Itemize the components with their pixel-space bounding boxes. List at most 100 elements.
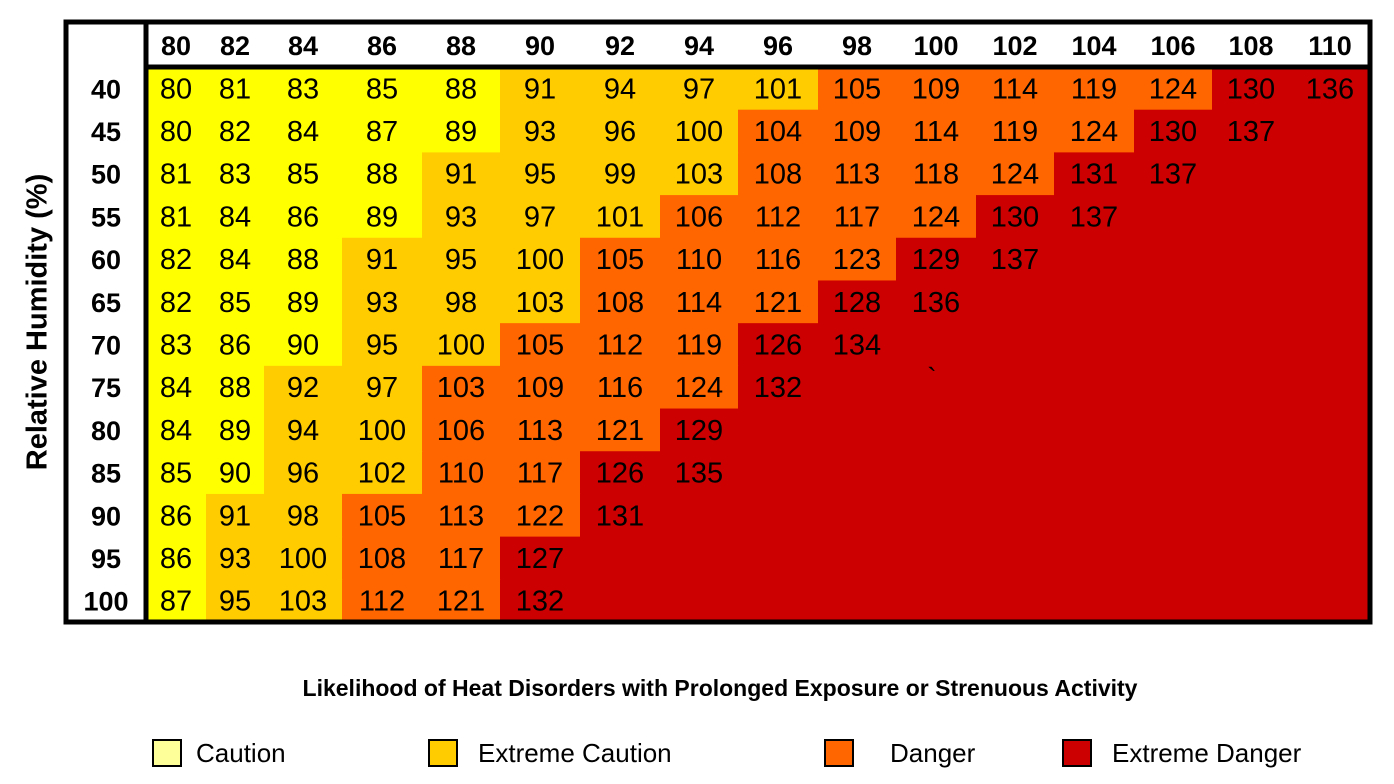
heat-index-value: 103 xyxy=(516,287,564,319)
heatmap-cell xyxy=(660,152,739,196)
heatmap-cell xyxy=(500,237,581,282)
heat-index-value: 117 xyxy=(834,201,880,233)
heatmap-cell xyxy=(1290,536,1371,580)
heat-index-value: 134 xyxy=(833,330,881,362)
heatmap-cell xyxy=(896,451,977,495)
heatmap-cell xyxy=(976,451,1055,495)
heat-index-value: 104 xyxy=(754,116,802,148)
heat-index-value: 103 xyxy=(675,159,723,191)
heat-index-value: 95 xyxy=(524,159,556,191)
heat-index-value: 84 xyxy=(219,244,251,276)
heat-index-value: 88 xyxy=(366,159,398,191)
chart-frame xyxy=(63,19,1373,625)
heatmap-cell xyxy=(342,323,423,367)
heatmap-cell xyxy=(1290,365,1371,410)
heatmap-cell xyxy=(818,451,897,495)
legend-item: Extreme Danger xyxy=(1062,735,1301,771)
heatmap-cell xyxy=(738,152,819,196)
heatmap-cell xyxy=(896,152,977,196)
heatmap-cell xyxy=(146,195,207,239)
heatmap-cell xyxy=(342,408,423,452)
heatmap-cell xyxy=(1212,152,1291,196)
heat-index-value: 124 xyxy=(675,372,723,404)
chart-subtitle: Likelihood of Heat Disorders with Prolon… xyxy=(302,675,1138,701)
heatmap-cell xyxy=(1212,365,1291,410)
heat-index-value: 100 xyxy=(437,330,485,362)
y-tick-label: 40 xyxy=(91,74,121,104)
heat-index-value: 119 xyxy=(992,116,1038,148)
heat-index-value: 85 xyxy=(219,287,251,319)
heat-index-value: 87 xyxy=(366,116,398,148)
heat-index-value: 105 xyxy=(516,330,564,362)
heatmap-cell xyxy=(896,280,977,324)
y-axis-label: Relative Humidity (%) xyxy=(22,174,54,471)
heatmap-cell xyxy=(422,109,501,153)
heat-index-value: 91 xyxy=(445,159,477,191)
heat-index-value: 98 xyxy=(445,287,477,319)
heatmap-cell xyxy=(422,493,501,538)
heat-index-value: 127 xyxy=(516,543,564,575)
heat-index-value: 83 xyxy=(219,159,251,191)
heatmap-cell xyxy=(342,67,423,111)
y-tick-label: 70 xyxy=(91,331,121,361)
heatmap-cell xyxy=(896,67,977,111)
heat-index-value: 114 xyxy=(913,116,959,148)
heat-index-value: 108 xyxy=(754,159,802,191)
heat-index-value: 89 xyxy=(287,287,319,319)
heat-index-value: 126 xyxy=(596,458,644,490)
heatmap-cell xyxy=(976,493,1055,538)
heatmap-cell xyxy=(146,323,207,367)
heat-index-value: 117 xyxy=(438,543,484,575)
heatmap-cell xyxy=(342,365,423,410)
heat-index-value: 92 xyxy=(287,372,319,404)
heatmap-cell xyxy=(264,67,343,111)
heat-index-value: 99 xyxy=(604,159,636,191)
heatmap-cell xyxy=(580,365,661,410)
heat-index-value: 121 xyxy=(437,586,485,618)
heatmap-cell xyxy=(500,451,581,495)
heatmap-cell xyxy=(660,195,739,239)
heatmap-cell xyxy=(206,451,265,495)
x-tick-label: 90 xyxy=(525,31,555,61)
heatmap-cell xyxy=(146,67,207,111)
heatmap-cell xyxy=(500,365,581,410)
heat-index-value: 130 xyxy=(1227,73,1275,105)
heatmap-cell xyxy=(422,536,501,580)
heatmap-cell xyxy=(500,493,581,538)
heatmap-cell xyxy=(1212,451,1291,495)
heat-index-value: 131 xyxy=(596,500,644,532)
heatmap-cell xyxy=(264,195,343,239)
heatmap-cell xyxy=(146,237,207,282)
heatmap-cell xyxy=(206,365,265,410)
y-tick-label: 45 xyxy=(91,117,121,147)
heatmap-cell xyxy=(818,237,897,282)
heat-index-value: 83 xyxy=(160,330,192,362)
heatmap-cell xyxy=(818,493,897,538)
heatmap-cell xyxy=(738,67,819,111)
heatmap-cell xyxy=(1290,67,1371,111)
heatmap-cell xyxy=(1134,451,1213,495)
heatmap-cell xyxy=(976,67,1055,111)
heat-index-value: 87 xyxy=(160,586,192,618)
heatmap-cell xyxy=(976,365,1055,410)
heatmap-cell xyxy=(1134,280,1213,324)
y-tick-label: 55 xyxy=(91,202,121,232)
heatmap-cell xyxy=(206,323,265,367)
heatmap-cell xyxy=(660,365,739,410)
heatmap-cell xyxy=(1054,67,1135,111)
heatmap-cell xyxy=(422,408,501,452)
heat-index-value: 86 xyxy=(160,543,192,575)
heatmap-cell xyxy=(660,237,739,282)
heatmap-cell xyxy=(500,67,581,111)
heatmap-cell xyxy=(206,67,265,111)
heat-index-value: 126 xyxy=(754,330,802,362)
heatmap-cell xyxy=(818,152,897,196)
y-tick-label: 95 xyxy=(91,544,121,574)
y-tick-label: 85 xyxy=(91,459,121,489)
heat-index-value: 84 xyxy=(219,201,251,233)
heatmap-cell xyxy=(818,579,897,623)
heat-index-value: 100 xyxy=(675,116,723,148)
heatmap-cell xyxy=(146,109,207,153)
heatmap-cell xyxy=(146,493,207,538)
heat-index-value: 80 xyxy=(160,73,192,105)
